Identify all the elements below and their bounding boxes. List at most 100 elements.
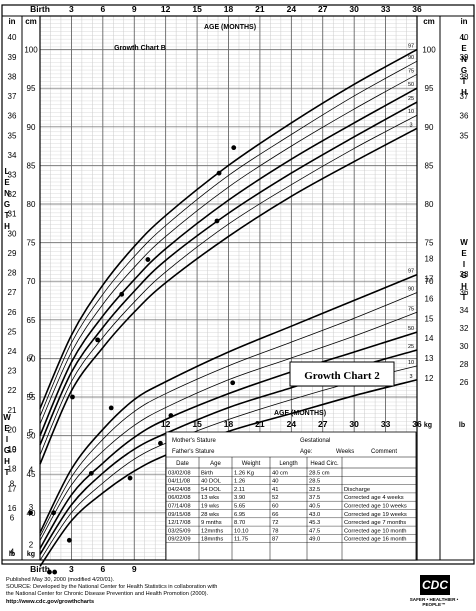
x-top-tick: 15	[192, 4, 202, 14]
x-top-tick: Birth	[30, 4, 50, 14]
weight-kg-tick-upper: 15	[425, 314, 434, 323]
table-cell: Birth	[201, 470, 213, 476]
table-cell: 41	[272, 487, 278, 493]
length-cm-tick-left: 80	[27, 200, 36, 209]
x-mid-tick: 18	[224, 419, 234, 429]
length-in-tick-right: 40	[460, 33, 469, 42]
length-side-label-left: N	[4, 189, 10, 198]
x-bottom-tick: 3	[69, 564, 74, 574]
length-cm-tick-right: 85	[425, 161, 434, 170]
table-cell: 40	[272, 479, 278, 485]
length-cm-tick-right: 90	[425, 123, 434, 132]
weight-side-label-right: G	[461, 271, 467, 280]
table-header-cell: Age	[210, 461, 221, 467]
x-top-tick: 36	[412, 4, 422, 14]
length-in-tick-left: 32	[8, 190, 17, 199]
table-cell: 45.3	[309, 520, 320, 526]
weight-kg-tick-upper: 14	[425, 334, 434, 343]
length-point	[145, 257, 151, 262]
table-cell: 5.65	[234, 504, 245, 510]
x-top-tick: 21	[255, 4, 265, 14]
table-cell-comment: Corrected age 4 weeks	[344, 495, 404, 501]
weight-curve-75	[39, 311, 418, 541]
unit-cm-right: cm	[423, 17, 435, 26]
length-in-tick-left: 21	[8, 406, 17, 415]
length-curve-90	[39, 60, 418, 417]
table-cell-comment: Corrected age 19 weeks	[344, 512, 407, 518]
table-cell: 19 wks	[201, 504, 219, 510]
weight-kg-tick-lower: 7	[29, 353, 34, 362]
measurement-table: Mother's Stature Father's Stature Gestatio…	[165, 431, 417, 561]
table-cell-comment: Corrected age 16 month	[344, 537, 407, 543]
length-in-tick-left: 19	[8, 445, 17, 454]
table-header-cell: Date	[176, 461, 189, 467]
length-side-label-right: G	[461, 66, 467, 75]
length-in-tick-left: 29	[8, 249, 17, 258]
table-cell: 3.90	[234, 495, 245, 501]
weight-lb-tick-upper: 32	[460, 324, 469, 333]
x-top-tick: 27	[318, 4, 328, 14]
weight-kg-tick-upper: 16	[425, 294, 434, 303]
table-cell-comment: Corrected age 7 months	[344, 520, 406, 526]
weight-point	[66, 537, 72, 543]
x-axis-label: AGE (MONTHS)	[204, 24, 256, 31]
length-percentile-label: 75	[408, 68, 414, 74]
weight-percentile-label: 25	[408, 344, 414, 350]
length-side-label-right: T	[462, 77, 467, 86]
x-top-tick: 18	[224, 4, 234, 14]
length-cm-tick-left: 45	[27, 470, 36, 479]
table-cell: 12mnths	[201, 528, 223, 534]
length-in-tick-left: 37	[8, 92, 17, 101]
table-cell: 28.5 cm	[309, 470, 330, 476]
length-cm-tick-right: 80	[425, 200, 434, 209]
weight-percentile-label: 90	[408, 286, 414, 292]
x-axis-label-lower: AGE (MONTHS)	[274, 410, 326, 417]
weight-point	[52, 569, 58, 575]
chart-title: Growth Chart B	[114, 45, 166, 52]
x-mid-tick: 33	[381, 419, 391, 429]
length-cm-tick-left: 70	[27, 277, 36, 286]
length-point	[231, 145, 237, 151]
unit-cm-left: cm	[25, 17, 37, 26]
length-percentile-label: 50	[408, 82, 414, 88]
length-in-tick-left: 26	[8, 308, 17, 317]
x-mid-tick: 27	[318, 419, 328, 429]
length-in-tick-right: 36	[460, 112, 469, 121]
length-in-tick-right: 37	[460, 92, 469, 101]
length-in-tick-left: 30	[8, 229, 17, 238]
weight-kg-tick-upper: 18	[425, 255, 434, 264]
table-cell: 28.5	[309, 479, 320, 485]
weight-kg-tick-upper: 12	[425, 374, 434, 383]
length-in-tick-left: 23	[8, 367, 17, 376]
length-in-tick-left: 24	[8, 347, 17, 356]
x-bottom-tick: Birth	[30, 564, 50, 574]
length-percentile-label: 90	[408, 55, 414, 61]
length-in-tick-left: 38	[8, 72, 17, 81]
length-side-label-right: H	[461, 88, 467, 97]
weight-percentile-label: 10	[408, 360, 414, 366]
table-cell: 49.0	[309, 537, 320, 543]
weight-side-label-right: W	[460, 238, 468, 247]
table-cell: 52	[272, 495, 278, 501]
table-cell: 60	[272, 504, 278, 510]
length-in-tick-left: 31	[8, 210, 17, 219]
table-cell: 40 DOL	[201, 479, 222, 485]
table-cell: 1.26	[234, 479, 245, 485]
cdc-logo-mark: CDC	[420, 575, 450, 595]
length-in-tick-left: 35	[8, 131, 17, 140]
x-mid-tick: 12	[161, 419, 171, 429]
length-curve-75	[39, 73, 418, 425]
table-cell: 04/11/08	[168, 479, 190, 485]
table-cell-comment: Discharge	[344, 487, 370, 493]
table-cell: 11.75	[234, 537, 248, 543]
length-cm-tick-left: 60	[27, 354, 36, 363]
length-side-label-right: E	[461, 44, 467, 53]
cdc-tagline: SAFER • HEALTHIER • PEOPLE™	[409, 597, 459, 607]
x-top-tick: 3	[69, 4, 74, 14]
length-in-tick-left: 25	[8, 327, 17, 336]
length-in-tick-left: 18	[8, 465, 17, 474]
length-in-tick-left: 20	[8, 425, 17, 434]
length-point	[70, 394, 75, 400]
